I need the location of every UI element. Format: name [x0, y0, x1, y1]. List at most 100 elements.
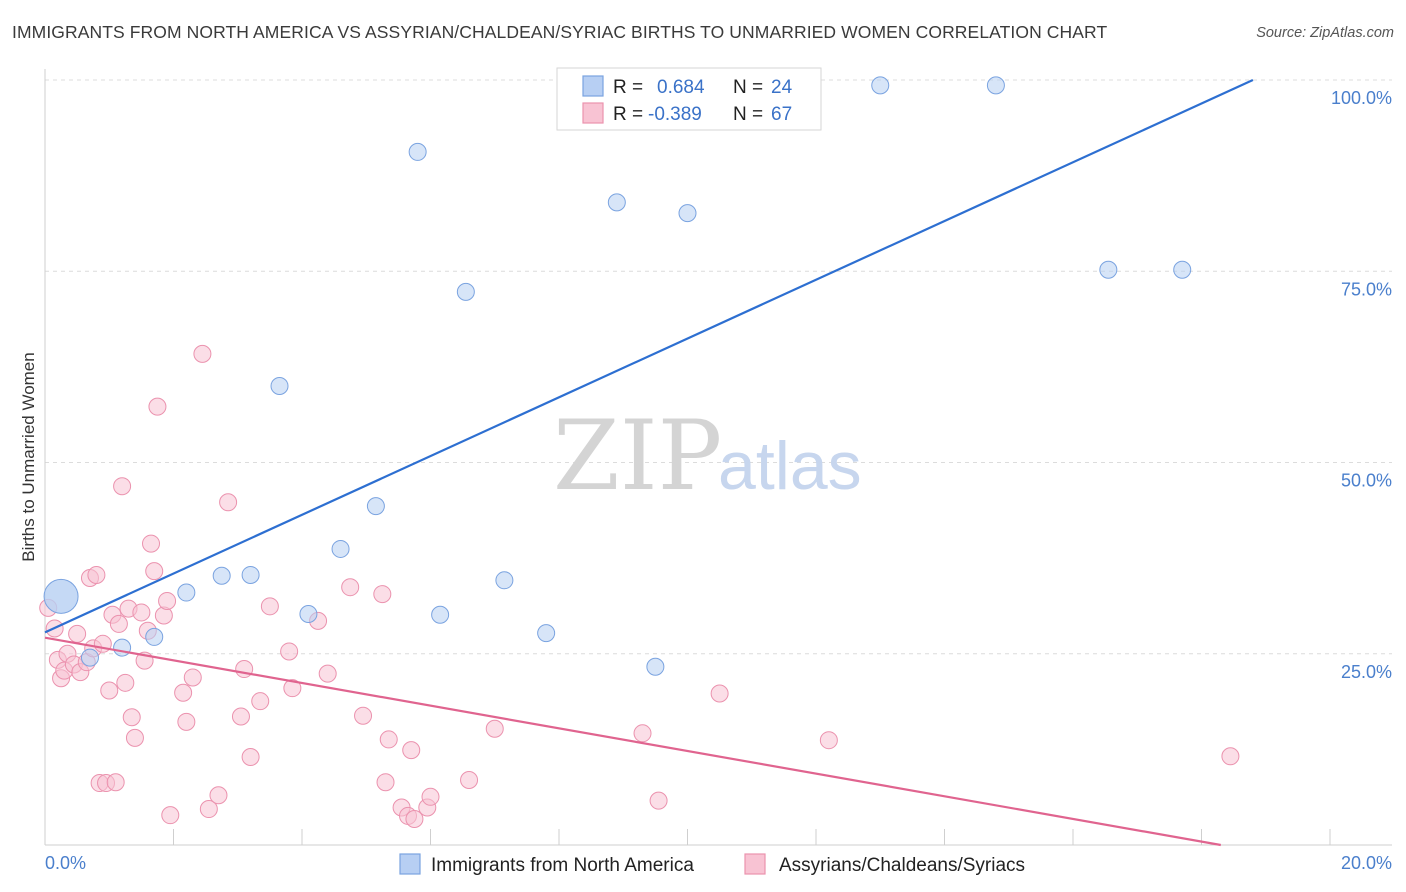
assyrians-point-28 [142, 534, 161, 553]
immigrants-point-11 [408, 142, 427, 161]
assyrians-point-18 [106, 773, 125, 792]
immigrants-point-21 [1099, 260, 1118, 279]
assyrians-point-32 [158, 591, 177, 610]
series-immigrants-points [43, 74, 1192, 676]
immigrants-point-22 [1173, 260, 1192, 279]
assyrians-point-57 [402, 741, 421, 760]
legend-n-label-1: N = [733, 77, 763, 98]
trend-line-assyrians [44, 636, 1221, 847]
x-axis-ticks [173, 829, 1331, 845]
immigrants-point-5 [212, 566, 231, 585]
assyrians-point-64 [649, 791, 668, 810]
trend-line-immigrants [44, 78, 1254, 634]
watermark-atlas: atlas [718, 428, 862, 504]
assyrians-point-50 [341, 578, 360, 597]
assyrians-point-7 [68, 624, 87, 643]
immigrants-point-6 [241, 565, 260, 584]
y-tick-labels: 25.0% 50.0% 75.0% 100.0% [1331, 88, 1392, 682]
trend-lines [44, 78, 1254, 847]
assyrians-point-46 [280, 642, 299, 661]
y-tick-label-25: 25.0% [1341, 662, 1392, 682]
assyrians-point-20 [113, 477, 132, 496]
series-legend-label-immigrants: Immigrants from North America [431, 855, 694, 876]
immigrants-point-0 [43, 578, 79, 614]
grid-lines [45, 79, 1392, 655]
assyrians-point-30 [148, 397, 167, 416]
axes [44, 69, 1392, 846]
immigrants-point-13 [456, 282, 475, 301]
x-tick-label-min: 0.0% [45, 853, 86, 873]
assyrians-point-36 [183, 668, 202, 687]
immigrants-point-7 [270, 377, 289, 395]
immigrants-point-8 [299, 604, 318, 623]
legend-n-value-1: 24 [771, 77, 793, 98]
assyrians-point-25 [132, 603, 151, 622]
assyrians-point-58 [405, 809, 424, 828]
immigrants-point-15 [537, 624, 556, 643]
assyrians-point-38 [199, 800, 218, 819]
series-assyrians-points [39, 344, 1240, 828]
series-legend-swatch-assyrians [744, 853, 766, 875]
assyrians-point-52 [373, 585, 392, 604]
assyrians-point-24 [125, 728, 144, 747]
legend-r-label-1: R = [613, 77, 643, 98]
y-tick-label-50: 50.0% [1341, 471, 1392, 491]
assyrians-point-31 [154, 606, 173, 625]
y-axis-label: Births to Unmarried Women [19, 352, 38, 561]
immigrants-point-20 [986, 76, 1005, 95]
y-tick-label-75: 75.0% [1341, 279, 1392, 299]
x-tick-label-max: 20.0% [1341, 853, 1392, 873]
watermark: ZIP atlas [553, 400, 862, 512]
source-credit: Source: ZipAtlas.com [1256, 25, 1394, 41]
assyrians-point-21 [116, 673, 135, 692]
immigrants-point-17 [646, 657, 665, 676]
assyrians-point-39 [209, 786, 228, 805]
assyrians-point-66 [819, 731, 838, 750]
legend-n-label-2: N = [733, 104, 763, 125]
series-legend-label-assyrians: Assyrians/Chaldeans/Syriacs [779, 855, 1025, 876]
series-legend: Immigrants from North America Assyrians/… [399, 853, 1025, 876]
assyrians-point-33 [161, 806, 180, 825]
immigrants-point-14 [495, 571, 514, 590]
legend-r-value-2: -0.389 [648, 104, 702, 125]
assyrians-point-34 [174, 683, 193, 702]
assyrians-point-62 [485, 719, 504, 738]
assyrians-point-49 [318, 664, 337, 683]
immigrants-point-12 [431, 605, 450, 624]
series-legend-swatch-immigrants [399, 853, 421, 875]
assyrians-point-42 [235, 660, 254, 679]
assyrians-point-41 [231, 707, 250, 726]
assyrians-point-54 [379, 730, 398, 749]
assyrians-point-37 [193, 344, 212, 363]
legend-r-label-2: R = [613, 104, 643, 125]
assyrians-point-19 [109, 614, 128, 633]
immigrants-point-16 [607, 193, 626, 212]
legend-swatch-blue [582, 75, 604, 97]
assyrians-point-67 [1221, 747, 1240, 766]
legend-n-value-2: 67 [771, 104, 792, 125]
assyrians-point-43 [241, 748, 260, 767]
assyrians-point-53 [376, 773, 395, 792]
assyrians-point-35 [177, 712, 196, 731]
legend-swatch-pink [582, 102, 604, 124]
assyrians-point-29 [145, 562, 164, 581]
watermark-zip: ZIP [553, 400, 722, 512]
assyrians-point-40 [219, 493, 238, 512]
assyrians-point-45 [260, 597, 279, 616]
assyrians-point-65 [710, 684, 729, 703]
immigrants-point-1 [80, 648, 99, 667]
assyrians-point-51 [354, 706, 373, 725]
immigrants-point-3 [145, 627, 164, 646]
legend-r-value-1: 0.684 [657, 77, 705, 98]
immigrants-point-2 [113, 638, 132, 657]
correlation-legend: R = 0.684 N = 24 R = -0.389 N = 67 [556, 67, 822, 131]
assyrians-point-63 [633, 724, 652, 743]
assyrians-point-61 [460, 770, 479, 789]
immigrants-point-4 [177, 583, 196, 602]
assyrians-point-16 [100, 681, 119, 700]
immigrants-point-19 [871, 76, 890, 95]
immigrants-point-10 [366, 497, 385, 516]
immigrants-point-18 [678, 204, 697, 223]
assyrians-point-23 [122, 708, 141, 727]
